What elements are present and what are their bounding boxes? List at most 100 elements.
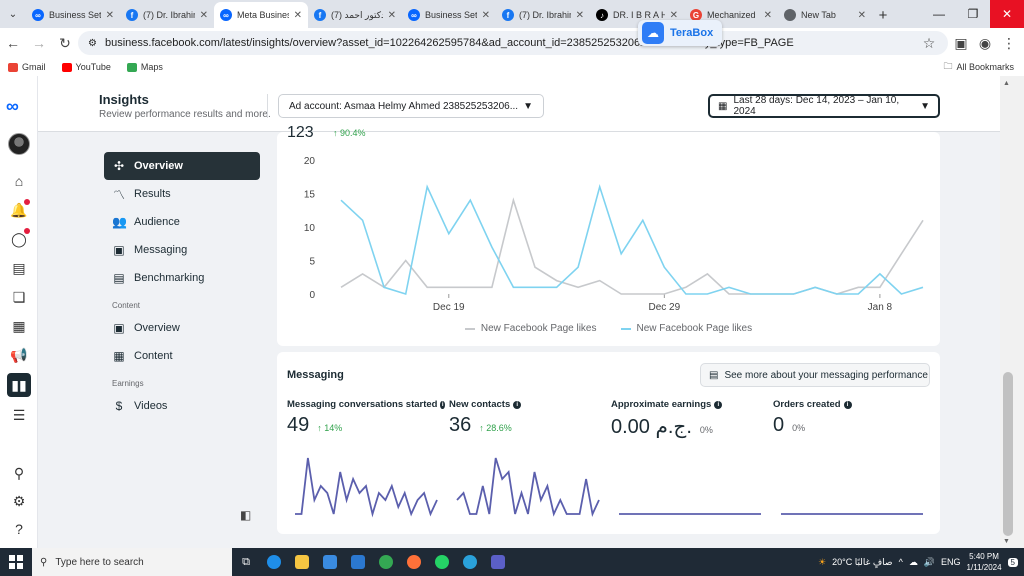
scrollbar-thumb[interactable] — [1003, 372, 1013, 536]
avatar[interactable] — [8, 133, 30, 155]
content-stack-icon[interactable]: ❏ — [12, 288, 26, 305]
nav-item-overview[interactable]: ▣ Overview — [104, 314, 260, 342]
browser-tab[interactable]: G Mechanized ✕ — [684, 2, 778, 28]
all-tools-icon[interactable]: ☰ — [12, 406, 26, 423]
bookmark-item[interactable]: Gmail — [8, 62, 46, 72]
info-icon[interactable]: i — [714, 400, 723, 409]
tab-close-icon[interactable]: ✕ — [481, 9, 490, 21]
nav-item-label: Overview — [134, 322, 180, 334]
browser-tab[interactable]: ♪ DR. I B R A H ✕ — [590, 2, 684, 28]
site-info-icon[interactable]: ⚙ — [88, 37, 97, 49]
search-icon[interactable]: ⚲ — [13, 464, 25, 481]
nav-item-benchmarking[interactable]: ▤ Benchmarking — [104, 264, 260, 292]
browser-tab[interactable]: ∞ Meta Busines ✕ — [214, 2, 308, 28]
help-icon[interactable]: ? — [15, 521, 23, 537]
file-explorer-icon[interactable] — [288, 548, 316, 576]
forward-icon[interactable]: → — [32, 35, 46, 51]
tab-close-icon[interactable]: ✕ — [199, 9, 208, 21]
tab-search-icon[interactable]: ⌄ — [8, 8, 18, 20]
mail-icon[interactable] — [344, 548, 372, 576]
nav-item-videos[interactable]: $ Videos — [104, 392, 260, 420]
clock[interactable]: 5:40 PM 1/11/2024 — [967, 551, 1002, 573]
bookmark-item[interactable]: YouTube — [61, 62, 111, 72]
chrome-icon — [784, 9, 796, 21]
planner-icon[interactable]: ▦ — [12, 317, 26, 334]
tray-overflow-icon[interactable]: ^ — [898, 557, 903, 567]
info-icon[interactable]: i — [843, 400, 852, 409]
terabox-extension[interactable]: ☁ TeraBox — [638, 20, 722, 46]
windows-start-icon[interactable] — [0, 548, 32, 576]
bookmark-star-icon[interactable]: ☆ — [922, 34, 936, 51]
messaging-performance-button[interactable]: ▤ See more about your messaging performa… — [700, 363, 930, 387]
all-bookmarks[interactable]: 🗀 All Bookmarks — [943, 58, 1014, 76]
whatsapp-icon[interactable] — [428, 548, 456, 576]
close-window-icon[interactable]: ✕ — [990, 0, 1024, 28]
browser-tab[interactable]: ∞ Business Setti ✕ — [402, 2, 496, 28]
insights-icon[interactable]: ▮▮ — [7, 373, 31, 397]
taskbar-search-input[interactable]: ⚲ Type here to search — [32, 548, 232, 576]
home-icon[interactable]: ⌂ — [14, 173, 24, 189]
bookmark-item[interactable]: Maps — [126, 62, 163, 72]
browser-menu-icon[interactable]: ⋮ — [1002, 34, 1016, 51]
date-range-dropdown[interactable]: ▦ Last 28 days: Dec 14, 2023 – Jan 10, 2… — [708, 94, 940, 118]
tab-close-icon[interactable]: ✕ — [105, 9, 114, 21]
collapse-sidebar-icon[interactable]: ◧ — [240, 508, 252, 522]
header-divider — [267, 94, 268, 118]
ads-megaphone-icon[interactable]: 📢 — [10, 346, 28, 363]
nav-item-audience[interactable]: 👥 Audience — [104, 208, 260, 236]
nav-item-results[interactable]: 〽 Results — [104, 180, 260, 208]
firefox-icon[interactable] — [400, 548, 428, 576]
minimize-icon[interactable]: — — [933, 7, 945, 21]
nav-item-label: Overview — [134, 160, 183, 172]
network-icon[interactable]: ☁ — [908, 556, 918, 567]
settings-gear-icon[interactable]: ⚙ — [12, 492, 26, 509]
scroll-up-icon[interactable]: ▲ — [1003, 80, 1010, 87]
ad-account-dropdown[interactable]: Ad account: Asmaa Helmy Ahmed 2385252532… — [278, 94, 544, 118]
tab-close-icon[interactable]: ✕ — [763, 9, 772, 21]
back-icon[interactable]: ← — [6, 35, 20, 51]
reload-icon[interactable]: ↻ — [59, 34, 71, 51]
legend-entry[interactable]: New Facebook Page likes — [464, 323, 597, 334]
page-likes-line-chart: 0 5 10 15 20 Dec 19 Dec 29 Jan 8 — [304, 156, 924, 313]
side-panel-icon[interactable]: ▣ — [954, 34, 968, 51]
contacts-icon[interactable]: ▤ — [12, 259, 26, 276]
new-tab-button[interactable]: + — [878, 6, 888, 24]
content-icon: ▦ — [113, 349, 125, 363]
scroll-down-icon[interactable]: ▼ — [1003, 538, 1010, 545]
language-indicator[interactable]: ENG — [941, 557, 961, 567]
notifications-icon[interactable]: 🔔 — [10, 199, 30, 219]
task-view-icon[interactable]: ⧉ — [242, 555, 250, 568]
telegram-icon[interactable] — [456, 548, 484, 576]
tab-close-icon[interactable]: ✕ — [293, 9, 302, 21]
browser-tab[interactable]: f (7) Dr. Ibrahim ✕ — [496, 2, 590, 28]
restore-icon[interactable]: ❐ — [967, 7, 979, 21]
nav-item-overview[interactable]: ✣ Overview — [104, 152, 260, 180]
weather-text[interactable]: 20°C صافٍ غالبًا — [832, 556, 893, 567]
meta-logo-icon[interactable]: ∞ — [6, 96, 19, 116]
browser-tab[interactable]: New Tab ✕ — [778, 2, 872, 28]
edge-icon[interactable] — [260, 548, 288, 576]
info-icon[interactable]: i — [513, 400, 522, 409]
address-bar[interactable]: ⚙ business.facebook.com/latest/insights/… — [78, 31, 948, 55]
teams-icon[interactable] — [484, 548, 512, 576]
url-text: business.facebook.com/latest/insights/ov… — [104, 37, 794, 49]
nav-item-messaging[interactable]: ▣ Messaging — [104, 236, 260, 264]
profile-icon[interactable]: ◉ — [978, 34, 992, 51]
legend-entry[interactable]: New Facebook Page likes — [620, 323, 752, 334]
chrome-icon[interactable] — [372, 548, 400, 576]
volume-icon[interactable]: 🔊 — [923, 556, 936, 567]
weather-icon[interactable]: ☀ — [818, 556, 827, 567]
tab-close-icon[interactable]: ✕ — [857, 9, 866, 21]
info-icon[interactable]: i — [440, 400, 445, 409]
store-icon[interactable] — [316, 548, 344, 576]
inbox-icon[interactable]: ◯ — [10, 228, 30, 248]
tab-close-icon[interactable]: ✕ — [387, 9, 396, 21]
tab-close-icon[interactable]: ✕ — [575, 9, 584, 21]
nav-item-content[interactable]: ▦ Content — [104, 342, 260, 370]
tab-close-icon[interactable]: ✕ — [669, 9, 678, 21]
browser-tab[interactable]: ∞ Business Setti ✕ — [26, 2, 120, 28]
browser-tab[interactable]: f (7) Dr. Ibrahim ✕ — [120, 2, 214, 28]
calendar-icon: ▦ — [718, 100, 728, 112]
notifications-badge[interactable]: 5 — [1007, 557, 1018, 567]
browser-tab[interactable]: f (7) دكتور احمد ✕ — [308, 2, 402, 28]
